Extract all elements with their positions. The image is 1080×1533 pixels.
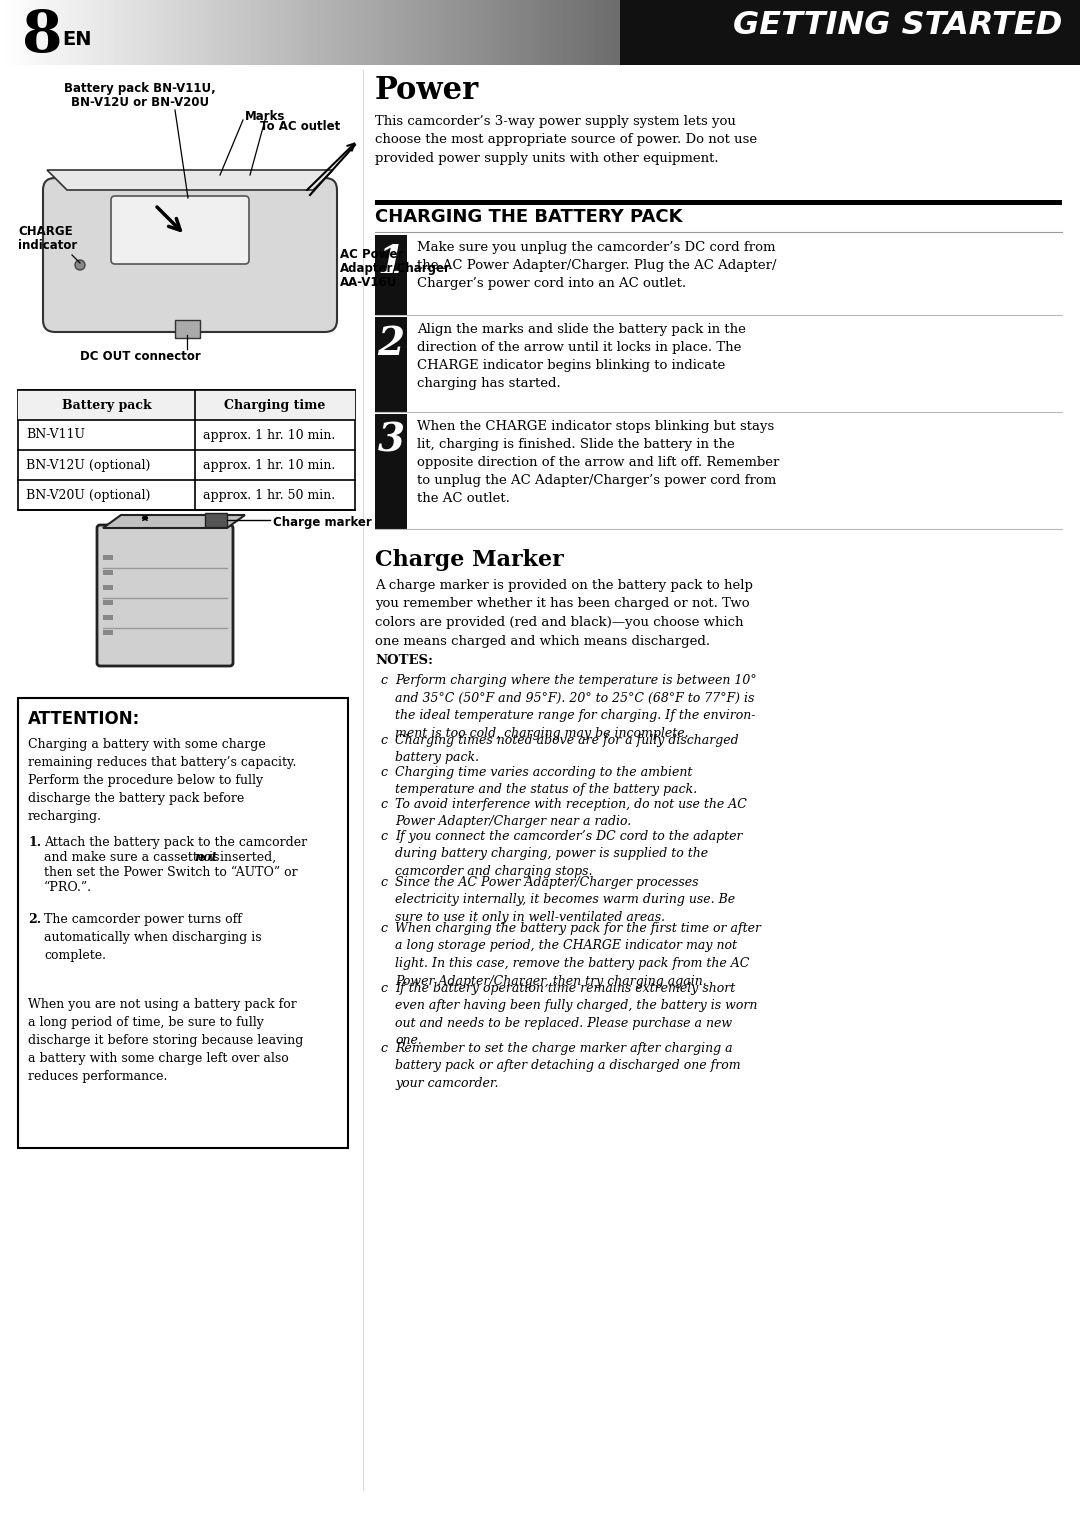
Text: Perform charging where the temperature is between 10°
and 35°C (50°F and 95°F). : Perform charging where the temperature i… xyxy=(395,675,757,739)
Bar xyxy=(103,555,113,560)
Bar xyxy=(175,320,200,337)
Text: This camcorder’s 3-way power supply system lets you
choose the most appropriate : This camcorder’s 3-way power supply syst… xyxy=(375,115,757,166)
Text: BN-V12U (optional): BN-V12U (optional) xyxy=(26,458,150,472)
Text: Make sure you unplug the camcorder’s DC cord from
the AC Power Adapter/Charger. : Make sure you unplug the camcorder’s DC … xyxy=(417,241,777,290)
Text: “PRO.”.: “PRO.”. xyxy=(44,881,92,894)
Text: CHARGING THE BATTERY PACK: CHARGING THE BATTERY PACK xyxy=(375,208,683,225)
Text: Charge Marker: Charge Marker xyxy=(375,549,564,570)
Text: c: c xyxy=(380,1042,387,1055)
Text: Charging time: Charging time xyxy=(225,399,326,411)
Text: AA-V16U: AA-V16U xyxy=(340,276,397,290)
Text: c: c xyxy=(380,921,387,935)
Text: BN-V20U (optional): BN-V20U (optional) xyxy=(26,489,150,501)
Text: Attach the battery pack to the camcorder: Attach the battery pack to the camcorder xyxy=(44,835,307,849)
Bar xyxy=(103,599,113,606)
Text: NOTES:: NOTES: xyxy=(375,655,433,667)
Text: Adapter/Charger: Adapter/Charger xyxy=(340,262,450,274)
Text: EN: EN xyxy=(62,31,92,49)
Text: CHARGE: CHARGE xyxy=(18,225,72,238)
Text: 2: 2 xyxy=(378,325,405,363)
Text: 1.: 1. xyxy=(28,835,41,849)
Text: DC OUT connector: DC OUT connector xyxy=(80,350,201,363)
Text: 2.: 2. xyxy=(28,914,41,926)
Text: To AC outlet: To AC outlet xyxy=(260,120,340,133)
Circle shape xyxy=(75,261,85,270)
Text: approx. 1 hr. 10 min.: approx. 1 hr. 10 min. xyxy=(203,458,335,472)
Text: approx. 1 hr. 10 min.: approx. 1 hr. 10 min. xyxy=(203,429,335,442)
Text: BN-V12U or BN-V20U: BN-V12U or BN-V20U xyxy=(71,97,210,109)
Bar xyxy=(18,698,348,1148)
Text: inserted,: inserted, xyxy=(216,851,276,865)
Text: If the battery operation time remains extremely short
even after having been ful: If the battery operation time remains ex… xyxy=(395,983,757,1047)
FancyBboxPatch shape xyxy=(43,178,337,333)
Text: The camcorder power turns off
automatically when discharging is
complete.: The camcorder power turns off automatica… xyxy=(44,914,261,963)
Bar xyxy=(103,615,113,619)
Text: Since the AC Power Adapter/Charger processes
electricity internally, it becomes : Since the AC Power Adapter/Charger proce… xyxy=(395,875,735,924)
Text: c: c xyxy=(380,983,387,995)
Text: BN-V11U: BN-V11U xyxy=(26,429,85,442)
Bar xyxy=(375,235,407,314)
Bar xyxy=(103,570,113,575)
Bar xyxy=(18,389,355,420)
Text: Charge marker: Charge marker xyxy=(273,517,372,529)
Bar xyxy=(620,0,1080,64)
Polygon shape xyxy=(48,170,333,190)
Text: ATTENTION:: ATTENTION: xyxy=(28,710,140,728)
Text: not: not xyxy=(194,851,217,865)
Text: Marks: Marks xyxy=(245,110,285,123)
Text: 3: 3 xyxy=(378,422,405,460)
Text: Charging times noted above are for a fully discharged
battery pack.: Charging times noted above are for a ful… xyxy=(395,734,739,765)
Bar xyxy=(103,630,113,635)
Text: Battery pack: Battery pack xyxy=(62,399,151,411)
Text: When charging the battery pack for the first time or after
a long storage period: When charging the battery pack for the f… xyxy=(395,921,761,987)
Text: AC Power: AC Power xyxy=(340,248,403,261)
Text: GETTING STARTED: GETTING STARTED xyxy=(732,11,1062,41)
Text: If you connect the camcorder’s DC cord to the adapter
during battery charging, p: If you connect the camcorder’s DC cord t… xyxy=(395,829,743,878)
Bar xyxy=(375,414,407,529)
Text: When you are not using a battery pack for
a long period of time, be sure to full: When you are not using a battery pack fo… xyxy=(28,998,303,1082)
Text: approx. 1 hr. 50 min.: approx. 1 hr. 50 min. xyxy=(203,489,335,501)
Text: 8: 8 xyxy=(22,8,63,64)
FancyBboxPatch shape xyxy=(97,524,233,665)
Text: To avoid interference with reception, do not use the AC
Power Adapter/Charger ne: To avoid interference with reception, do… xyxy=(395,799,747,828)
Text: c: c xyxy=(380,766,387,779)
Text: indicator: indicator xyxy=(18,239,78,251)
Text: Charging time varies according to the ambient
temperature and the status of the : Charging time varies according to the am… xyxy=(395,766,698,797)
Text: c: c xyxy=(380,799,387,811)
Text: c: c xyxy=(380,675,387,687)
Text: and make sure a cassette is: and make sure a cassette is xyxy=(44,851,224,865)
Bar xyxy=(375,317,407,412)
Text: Battery pack BN-V11U,: Battery pack BN-V11U, xyxy=(64,81,216,95)
Bar xyxy=(375,199,1062,205)
Text: c: c xyxy=(380,829,387,843)
Text: When the CHARGE indicator stops blinking but stays
lit, charging is finished. Sl: When the CHARGE indicator stops blinking… xyxy=(417,420,780,504)
Text: Remember to set the charge marker after charging a
battery pack or after detachi: Remember to set the charge marker after … xyxy=(395,1042,741,1090)
Text: A charge marker is provided on the battery pack to help
you remember whether it : A charge marker is provided on the batte… xyxy=(375,579,753,647)
Text: c: c xyxy=(380,734,387,747)
Text: then set the Power Switch to “AUTO” or: then set the Power Switch to “AUTO” or xyxy=(44,866,298,878)
Text: Power: Power xyxy=(375,75,480,106)
Polygon shape xyxy=(103,515,245,527)
Text: Align the marks and slide the battery pack in the
direction of the arrow until i: Align the marks and slide the battery pa… xyxy=(417,323,746,389)
FancyBboxPatch shape xyxy=(111,196,249,264)
Text: c: c xyxy=(380,875,387,889)
Text: 1: 1 xyxy=(378,244,405,281)
Bar xyxy=(103,586,113,590)
Bar xyxy=(205,514,227,527)
Text: Charging a battery with some charge
remaining reduces that battery’s capacity.
P: Charging a battery with some charge rema… xyxy=(28,737,296,823)
Bar xyxy=(18,389,355,510)
